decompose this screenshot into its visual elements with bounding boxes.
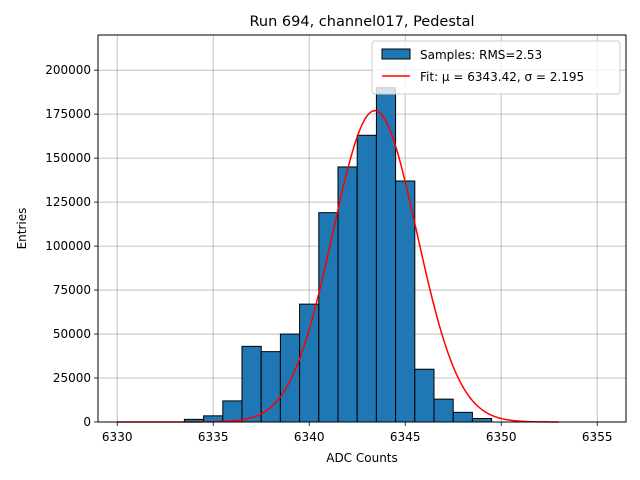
histogram-bar bbox=[395, 180, 416, 423]
histogram-bar bbox=[471, 417, 493, 423]
histogram-bar bbox=[452, 411, 473, 423]
y-tick-label: 200000 bbox=[45, 63, 91, 77]
x-tick-label: 6340 bbox=[294, 430, 325, 444]
legend-samples-label: Samples: RMS=2.53 bbox=[420, 48, 542, 62]
histogram-bar bbox=[241, 345, 262, 423]
x-tick-label: 6335 bbox=[198, 430, 229, 444]
legend-fit-label: Fit: μ = 6343.42, σ = 2.195 bbox=[420, 70, 584, 84]
histogram-bars bbox=[183, 87, 493, 423]
y-axis: 0 25000 50000 75000 100000 125000 150000 175000… bbox=[45, 63, 98, 429]
x-tick-label: 6355 bbox=[582, 430, 613, 444]
y-axis-label: Entries bbox=[15, 208, 29, 250]
y-tick-label: 150000 bbox=[45, 151, 91, 165]
chart-title: Run 694, channel017, Pedestal bbox=[249, 14, 474, 30]
y-tick-label: 25000 bbox=[53, 371, 91, 385]
x-axis: 6330 6335 6340 6345 6350 6355 bbox=[102, 422, 613, 444]
y-tick-label: 75000 bbox=[53, 283, 91, 297]
histogram-bar bbox=[337, 166, 358, 423]
histogram-bar bbox=[318, 212, 339, 423]
legend-samples-swatch bbox=[381, 48, 411, 60]
histogram-bar bbox=[414, 368, 435, 423]
legend-box bbox=[371, 40, 621, 95]
x-tick-label: 6345 bbox=[390, 430, 421, 444]
x-tick-label: 6330 bbox=[102, 430, 133, 444]
y-tick-label: 50000 bbox=[53, 327, 91, 341]
legend: Samples: RMS=2.53 Fit: μ = 6343.42, σ = … bbox=[371, 40, 621, 95]
histogram-bar bbox=[433, 398, 454, 423]
y-tick-label: 125000 bbox=[45, 195, 91, 209]
histogram-bar bbox=[299, 303, 320, 423]
plot-frame bbox=[97, 34, 627, 423]
x-tick-label: 6350 bbox=[486, 430, 517, 444]
y-tick-label: 175000 bbox=[45, 107, 91, 121]
histogram-bar bbox=[356, 134, 377, 423]
y-tick-label: 100000 bbox=[45, 239, 91, 253]
histogram-bar bbox=[279, 333, 301, 423]
histogram-bar bbox=[222, 400, 243, 423]
x-axis-label: ADC Counts bbox=[326, 451, 398, 465]
y-tick-label: 0 bbox=[83, 415, 91, 429]
